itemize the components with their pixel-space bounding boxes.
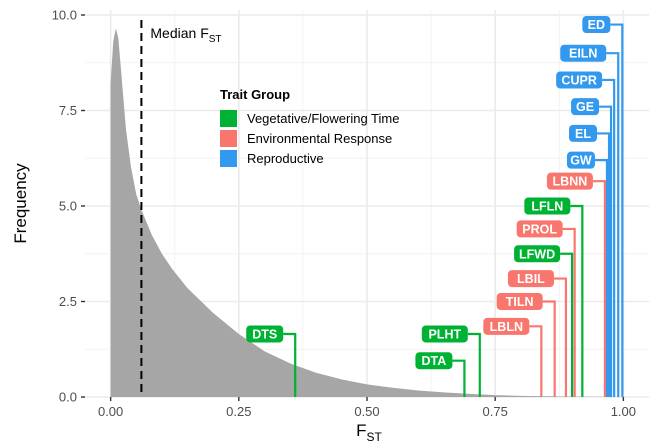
trait-label-lbnn: LBNN [553, 175, 588, 189]
legend-swatch-veg [220, 110, 237, 127]
trait-badge-prol [516, 220, 563, 238]
x-tick-label: 0.25 [226, 404, 251, 419]
legend-label-rep: Reproductive [247, 151, 324, 166]
legend-title: Trait Group [220, 87, 290, 102]
y-tick-label: 2.5 [59, 294, 77, 309]
trait-badge-ed [582, 16, 611, 34]
connector-dta [452, 359, 466, 397]
trait-label-dta: DTA [422, 354, 447, 368]
connector-ed [610, 23, 624, 397]
median-label: Median FST [150, 25, 221, 45]
trait-badge-gw [566, 151, 595, 169]
trait-label-cupr: CUPR [561, 73, 596, 87]
trait-badge-tiln [496, 293, 543, 310]
median-line: Median FST [140, 20, 222, 397]
y-tick-label: 10.0 [52, 8, 77, 23]
trait-badge-lbnn [546, 172, 593, 190]
trait-label-dts: DTS [252, 327, 277, 341]
trait-label-ed: ED [588, 18, 605, 32]
trait-label-gw: GW [570, 154, 592, 168]
connector-lfln [570, 204, 584, 397]
trait-badge-lfln [524, 197, 571, 215]
connector-ge [599, 105, 613, 397]
x-tick-label: 0.00 [98, 404, 123, 419]
trait-label-el: EL [575, 127, 591, 141]
trait-badge-lbln [483, 317, 530, 335]
trait-badge-plht [421, 325, 468, 343]
x-tick-label: 0.75 [483, 404, 508, 419]
connector-cupr [602, 78, 616, 397]
trait-label-tiln: TILN [506, 295, 534, 309]
x-tick-label: 1.00 [611, 404, 636, 419]
connector-lbnn [592, 180, 607, 397]
trait-badge-ge [571, 98, 600, 116]
connector-dts [283, 332, 297, 397]
connector-lbln [529, 325, 543, 397]
legend: Trait Group Vegetative/Flowering Time Envi… [220, 87, 399, 167]
y-axis-title: Frequency [11, 163, 30, 244]
connector-lfwd [560, 252, 574, 397]
trait-label-plht: PLHT [428, 327, 461, 341]
x-tick-label: 0.50 [354, 404, 379, 419]
connector-el [597, 132, 611, 397]
trait-label-lfln: LFLN [531, 200, 563, 214]
y-tick-label: 7.5 [59, 103, 77, 118]
trait-label-lbln: LBLN [490, 320, 523, 334]
trait-label-ge: GE [576, 100, 594, 114]
density-polygon [110, 28, 624, 398]
trait-badge-dta [415, 352, 453, 370]
trait-badge-cupr [556, 71, 603, 89]
connector-tiln [542, 300, 556, 397]
trait-badge-lbil [507, 270, 554, 288]
legend-swatch-rep [220, 150, 237, 167]
trait-labels: ED EILN CUPR GE EL GW LBNN LFLN PROL LFWD LBIL TILN… [246, 16, 611, 370]
legend-swatch-env [220, 130, 237, 147]
trait-badge-el [569, 124, 598, 142]
x-axis-title: FST [356, 421, 382, 443]
connector-prol [562, 227, 576, 397]
trait-connectors [283, 23, 624, 397]
density-area [110, 28, 624, 398]
axes: 0.00 0.25 0.50 0.75 1.00 0.0 2.5 5.0 7.5 10.0 FST F… [11, 8, 636, 443]
legend-label-veg: Vegetative/Flowering Time [247, 111, 399, 126]
trait-badge-eiln [560, 44, 607, 62]
trait-badge-lfwd [514, 245, 561, 263]
trait-label-eiln: EILN [569, 47, 597, 61]
y-tick-label: 0.0 [59, 390, 77, 405]
trait-badge-dts [246, 325, 284, 343]
connector-lbil [553, 277, 568, 397]
y-tick-label: 5.0 [59, 199, 77, 214]
trait-label-prol: PROL [522, 222, 557, 236]
trait-label-lbil: LBIL [517, 272, 545, 286]
connector-eiln [606, 52, 620, 397]
connector-plht [467, 332, 481, 397]
legend-label-env: Environmental Response [247, 131, 392, 146]
connector-gw [594, 159, 609, 397]
trait-label-lfwd: LFWD [519, 247, 555, 261]
